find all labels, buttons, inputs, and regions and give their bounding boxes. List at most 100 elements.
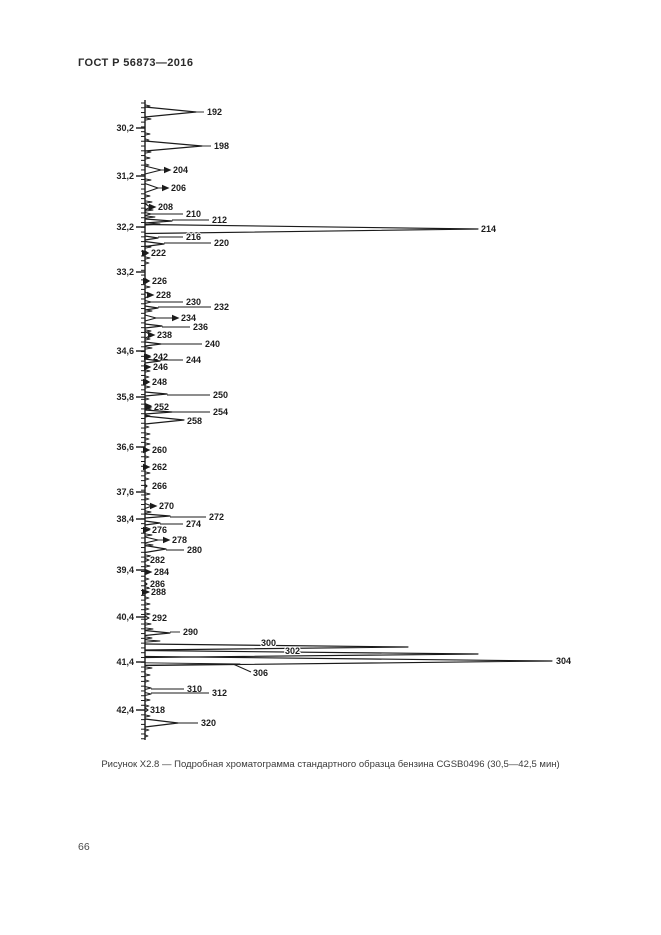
peak-leader-arrowhead-icon [142,249,150,257]
peak-label: 278 [172,535,187,545]
noise-bump [144,385,151,389]
peak-leader-arrowhead-icon [145,403,153,411]
noise-bump [144,636,153,640]
peak-label: 232 [214,302,229,312]
peak-trace [144,718,179,728]
peak-label: 220 [214,238,229,248]
peak-label: 262 [152,462,167,472]
peak-label: 216 [186,232,201,242]
noise-bump [144,261,150,265]
peak-trace [144,323,163,329]
peak-trace [144,655,553,667]
peak-label: 222 [151,248,166,258]
peak-label: 266 [152,481,167,491]
axis-label: 32,2 [116,222,134,232]
peak-leader-arrowhead-icon [172,314,180,322]
peak-label: 208 [158,202,173,212]
peak-leader-arrowhead-icon [143,277,151,285]
axis-label: 33,2 [116,267,134,277]
peak-label: 230 [186,297,201,307]
peak-leader-arrowhead-icon [147,291,155,299]
noise-bump [144,698,151,702]
peak-trace [144,557,150,563]
noise-bump [144,510,152,514]
noise-bump [144,156,151,160]
peak-leader-arrowhead-icon [162,184,170,192]
peak-leader-arrowhead-icon [143,378,151,386]
peak-trace [144,223,479,235]
peak-label: 198 [214,141,229,151]
peak-trace [144,707,149,713]
noise-bump [144,425,150,429]
peak-trace [144,182,159,194]
peak-label: 206 [171,183,186,193]
peak-leader-arrowhead-icon [149,203,157,211]
noise-bump [144,612,151,616]
document-header-title: ГОСТ Р 56873—2016 [78,57,194,69]
noise-bump [144,455,150,459]
peak-label: 192 [207,107,222,117]
noise-bump [144,734,149,738]
peak-trace [144,341,162,347]
axis-label: 30,2 [116,123,134,133]
peak-label: 310 [187,684,202,694]
peak-trace [144,218,173,224]
peak-leader-arrowhead-icon [144,363,152,371]
peak-label: 248 [152,377,167,387]
peak-trace [144,314,157,322]
noise-bump [144,492,151,496]
axis-label: 36,6 [116,442,134,452]
peak-leader-diagonal [232,663,252,673]
noise-bump [144,178,152,182]
peak-leader-arrowhead-icon [164,166,172,174]
peak-trace [144,649,479,659]
noise-bump [144,432,151,436]
peak-leader-arrowhead-icon [163,536,171,544]
peak-label: 238 [157,330,172,340]
axis-label: 38,4 [116,514,134,524]
peak-label: 236 [193,322,208,332]
noise-bump [144,728,150,732]
peak-trace [144,235,159,241]
noise-bump [144,132,151,136]
peak-trace [144,513,171,519]
peak-label: 300 [261,638,276,648]
peak-trace [144,140,203,152]
peak-label: 270 [159,501,174,511]
peak-label: 306 [253,668,268,678]
peak-label: 228 [156,290,171,300]
peak-leader-arrowhead-icon [142,588,150,596]
peak-leader-arrowhead-icon [150,502,158,510]
page-number: 66 [78,841,90,853]
noise-bump [144,256,151,260]
peak-label: 288 [151,587,166,597]
peak-label: 244 [186,355,201,365]
noise-bump [144,346,153,350]
noise-bump [144,627,154,631]
noise-bump [144,442,151,446]
peak-leader-arrowhead-icon [143,526,151,534]
peak-label: 240 [205,339,220,349]
peak-label: 304 [556,656,571,666]
noise-bump [144,375,150,379]
peak-label: 254 [213,407,228,417]
peak-trace [144,240,165,248]
noise-bump [144,714,151,718]
noise-bump [144,622,152,626]
peak-trace [144,582,148,586]
peak-trace [144,305,159,311]
peak-trace [144,211,152,217]
peak-label: 204 [173,165,188,175]
peak-trace [144,358,161,364]
noise-bump [144,666,153,670]
peak-trace [144,544,167,554]
peak-trace [144,685,152,691]
peak-trace [144,520,161,526]
noise-bump [144,679,150,683]
figure-caption: Рисунок Х2.8 — Подробная хроматограмма с… [101,759,560,770]
axis-label: 40,4 [116,612,134,622]
noise-bump [144,369,151,373]
axis-label: 31,2 [116,171,134,181]
noise-bump [144,337,151,341]
noise-bump [144,215,156,219]
